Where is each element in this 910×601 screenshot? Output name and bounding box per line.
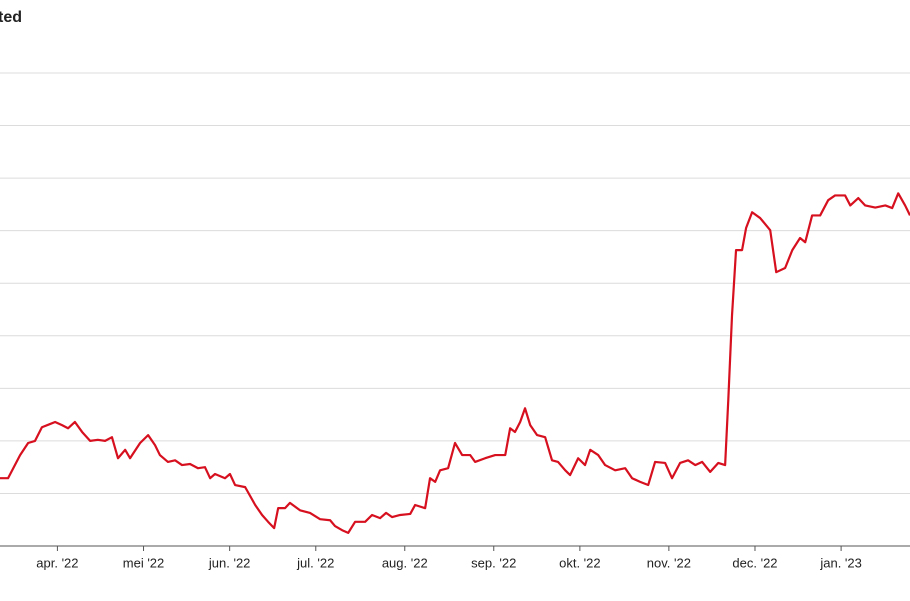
x-tick-label: mei '22	[123, 555, 165, 570]
x-tick-label: apr. '22	[36, 555, 78, 570]
x-tick-label: jul. '22	[296, 555, 334, 570]
x-tick-label: jan. '23	[819, 555, 862, 570]
x-tick-label: sep. '22	[471, 555, 516, 570]
line	[0, 192, 910, 534]
chart-title: ted	[0, 9, 22, 26]
x-tick-label: okt. '22	[559, 555, 601, 570]
x-tick-label: aug. '22	[382, 555, 428, 570]
x-tick-label: jun. '22	[208, 555, 251, 570]
x-tick-label: dec. '22	[732, 555, 777, 570]
x-tick-label: nov. '22	[647, 555, 691, 570]
